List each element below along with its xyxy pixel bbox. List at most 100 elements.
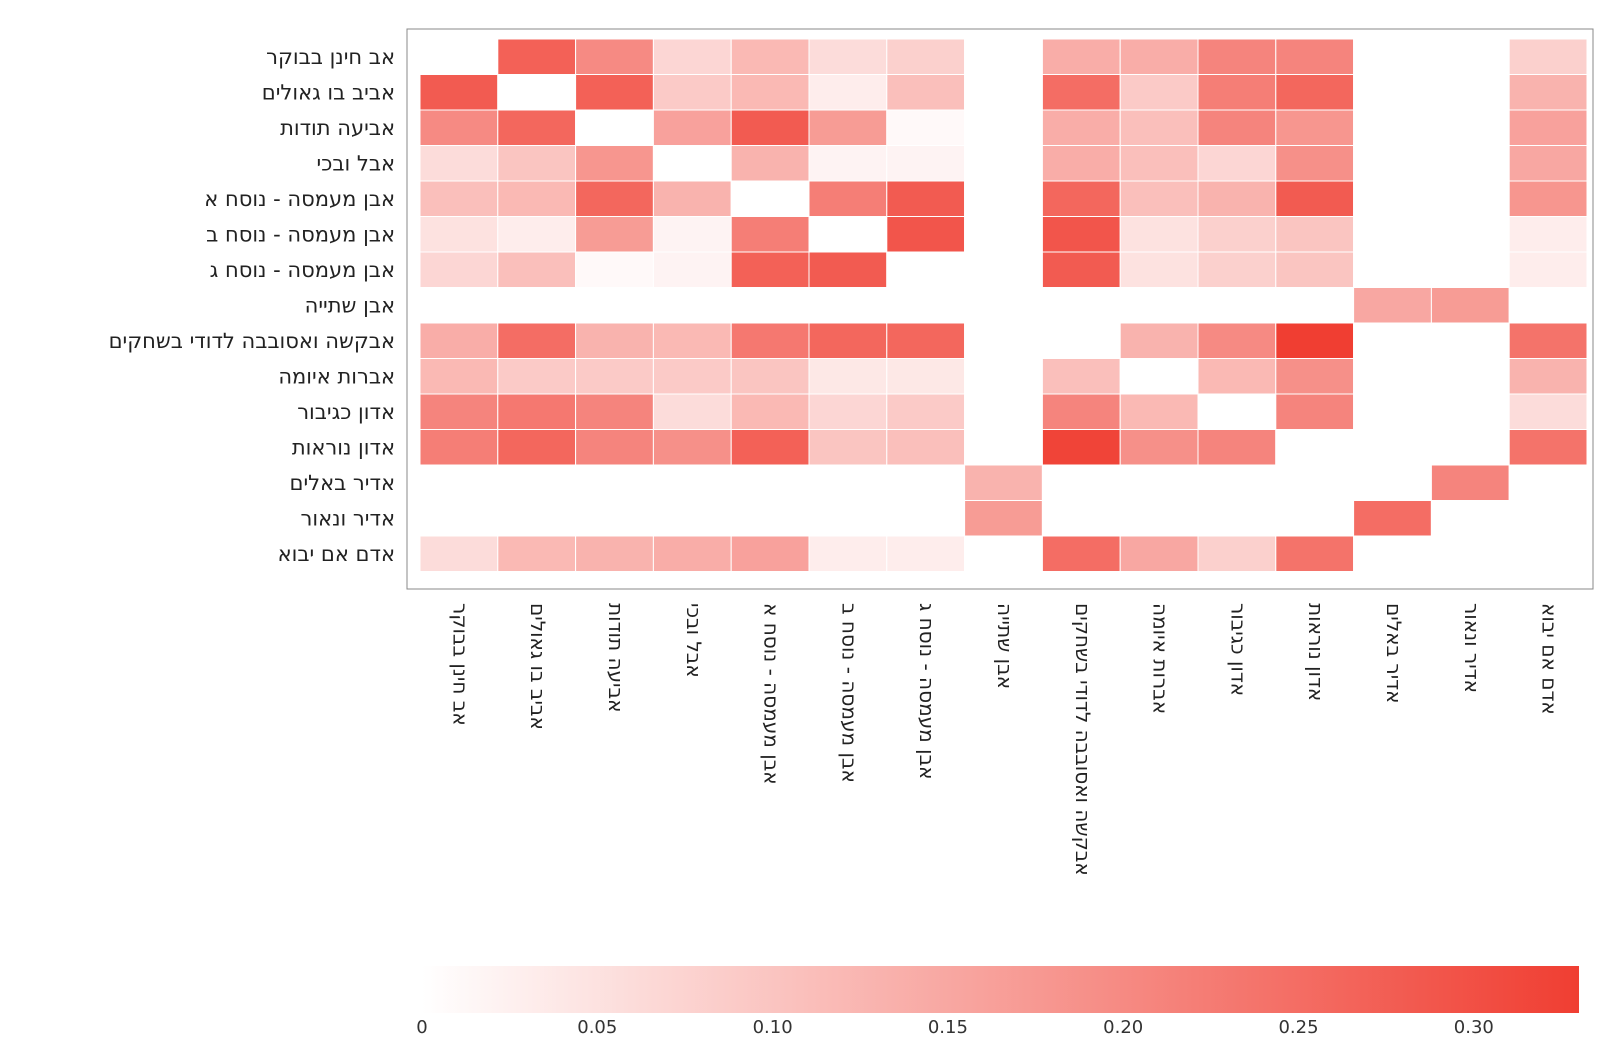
heatmap-cell [575,500,654,537]
row-label: אדיר באלים [290,471,395,495]
heatmap-cell [1275,251,1355,288]
row-labels: אב חינן בבוקר אביב בו גאולים אביעה תודות אב… [109,45,395,566]
heatmap-cell [808,38,888,75]
heatmap-cell [1430,109,1510,146]
heatmap-cell [652,464,732,501]
heatmap-cell [964,38,1043,75]
heatmap-cell [419,109,499,146]
row-label: אבקשה ואסובבה לדודי בשחקים [109,329,395,353]
heatmap-cell [1430,358,1510,395]
heatmap-cell [497,251,577,288]
heatmap-cell [575,251,654,288]
heatmap-cell [497,500,577,537]
heatmap-cell [1197,429,1277,466]
heatmap-cell [1197,38,1277,75]
heatmap-cell [652,429,732,466]
heatmap-cell [1353,393,1432,430]
heatmap-cell [1508,145,1588,182]
heatmap-cell [1508,429,1588,466]
heatmap-cell [730,180,810,217]
colorbar-tick-label: 0.05 [577,1017,617,1037]
column-label: אבן מעמסה - נוסח א [760,603,784,785]
heatmap-cell [964,500,1043,537]
heatmap-cell [652,109,732,146]
heatmap-cell [652,74,732,111]
heatmap-cell [1430,38,1510,75]
heatmap-cell [1275,535,1355,572]
heatmap-cell [1353,464,1432,501]
heatmap-cell [1119,358,1199,395]
heatmap-cell [808,358,888,395]
heatmap-cell [497,429,577,466]
heatmap-cell [1041,251,1121,288]
heatmap-cell [808,464,888,501]
heatmap-cell [1508,216,1588,253]
heatmap-cell [419,500,499,537]
heatmap-cell [730,535,810,572]
heatmap-cell [1197,358,1277,395]
heatmap-cell [497,535,577,572]
heatmap-cell [730,216,810,253]
heatmap-cell [575,38,654,75]
colorbar-gradient [422,966,1579,1013]
heatmap-cell [652,500,732,537]
heatmap-cell [497,74,577,111]
column-label: אבן שתייה [993,603,1017,689]
heatmap-cell [1041,180,1121,217]
heatmap-cell [964,109,1043,146]
heatmap-cell [1508,535,1588,572]
row-label: אבן מעמסה - נוסח ג [210,258,395,282]
heatmap-cell [419,287,499,324]
heatmap-cell [886,180,966,217]
heatmap-cell [964,464,1043,501]
heatmap-cell [1508,109,1588,146]
heatmap-cell [1119,429,1199,466]
heatmap-cell [886,322,966,359]
heatmap-cell [497,38,577,75]
colorbar-tick-label: 0.20 [1103,1017,1143,1037]
heatmap-cell [964,145,1043,182]
heatmap-cell [730,322,810,359]
heatmap-cells [419,38,1588,572]
heatmap-cell [652,145,732,182]
heatmap-cell [1508,38,1588,75]
heatmap-cell [497,393,577,430]
heatmap-cell [730,464,810,501]
heatmap-cell [964,322,1043,359]
heatmap-cell [730,358,810,395]
heatmap-cell [575,358,654,395]
heatmap-cell [1430,145,1510,182]
heatmap-cell [1275,464,1355,501]
heatmap-cell [652,216,732,253]
heatmap-cell [886,74,966,111]
heatmap-cell [1275,500,1355,537]
heatmap-cell [1353,251,1432,288]
heatmap-cell [1508,287,1588,324]
heatmap-cell [808,180,888,217]
heatmap-cell [886,393,966,430]
heatmap-cell [575,535,654,572]
heatmap-cell [1275,216,1355,253]
colorbar-tick-label: 0 [416,1017,427,1037]
heatmap-cell [575,464,654,501]
heatmap-cell [1119,393,1199,430]
heatmap-cell [1197,74,1277,111]
heatmap-cell [808,74,888,111]
heatmap-cell [419,74,499,111]
heatmap-cell [1430,393,1510,430]
heatmap-cell [1275,74,1355,111]
heatmap-cell [886,216,966,253]
heatmap-cell [1353,535,1432,572]
row-label: אברות איומה [278,364,395,388]
heatmap-cell [1275,322,1355,359]
heatmap-cell [1041,109,1121,146]
heatmap-cell [1197,216,1277,253]
heatmap-cell [1041,216,1121,253]
heatmap-cell [730,109,810,146]
row-label: אבל ובכי [317,151,395,175]
heatmap-cell [1119,180,1199,217]
heatmap-cell [497,322,577,359]
heatmap-cell [1353,109,1432,146]
heatmap-cell [730,74,810,111]
